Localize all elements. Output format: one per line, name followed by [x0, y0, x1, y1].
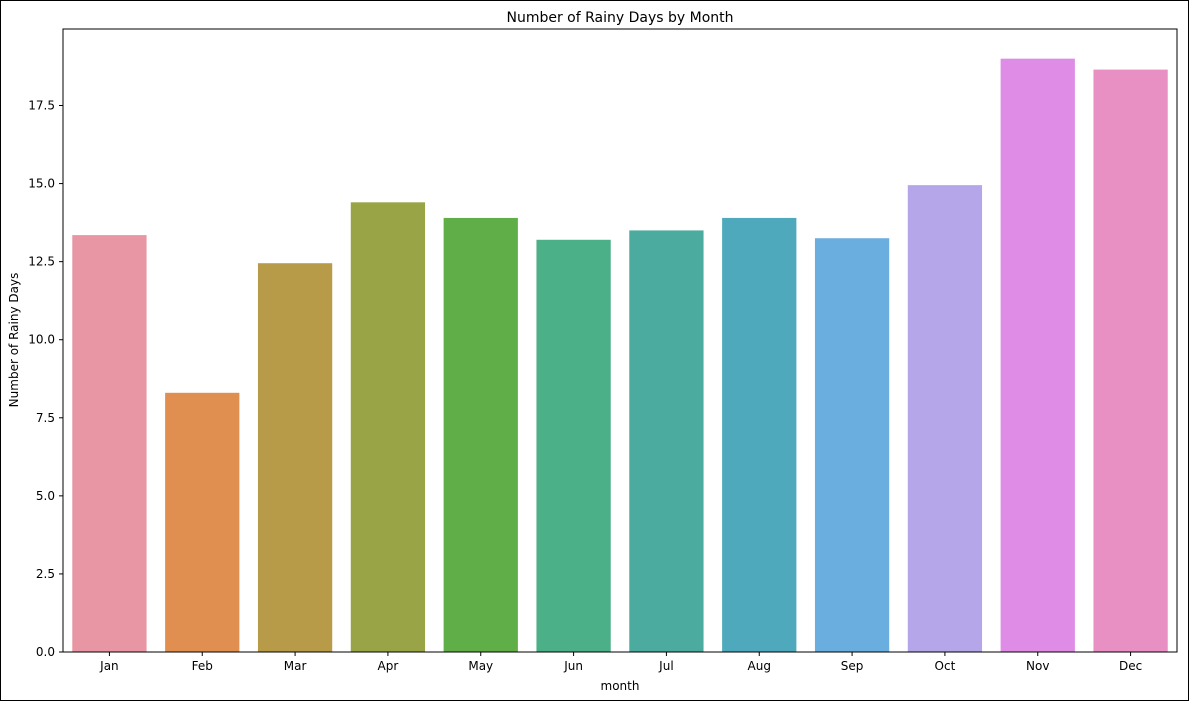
y-tick-label: 7.5 — [36, 411, 55, 425]
bar-apr — [350, 202, 426, 652]
y-tick-label: 5.0 — [36, 489, 55, 503]
x-tick-label: Jul — [658, 659, 673, 673]
bar-sep — [814, 238, 890, 652]
bar-jun — [536, 239, 611, 652]
bar-oct — [907, 185, 983, 652]
x-tick-label: Mar — [284, 659, 307, 673]
y-tick-label: 0.0 — [36, 645, 55, 659]
x-axis: Jan Feb Mar Apr May Jun Jul Aug Sep Oct Nov Dec — [99, 652, 1142, 673]
x-tick-label: May — [468, 659, 493, 673]
x-tick-label: Sep — [841, 659, 864, 673]
y-tick-label: 2.5 — [36, 567, 55, 581]
y-tick-label: 12.5 — [28, 255, 55, 269]
y-tick-label: 10.0 — [28, 333, 55, 347]
x-tick-label: Nov — [1026, 659, 1049, 673]
bar-aug — [722, 217, 797, 653]
x-tick-label: Oct — [935, 659, 956, 673]
bar-feb — [165, 392, 240, 652]
bar-may — [443, 217, 518, 653]
bar-jul — [629, 230, 704, 652]
bar-mar — [257, 263, 333, 652]
chart-title: Number of Rainy Days by Month — [506, 10, 733, 26]
x-tick-label: Feb — [192, 659, 213, 673]
x-tick-label: Apr — [378, 659, 399, 673]
y-axis: 0.0 2.5 5.0 7.5 10.0 12.5 15.0 17.5 — [28, 99, 63, 659]
bar-nov — [1000, 58, 1075, 652]
x-axis-label: month — [601, 679, 640, 693]
bar-dec — [1093, 69, 1168, 652]
plot-area-frame — [62, 28, 1178, 653]
y-tick-label: 15.0 — [28, 177, 55, 191]
bar-jan — [72, 235, 147, 652]
x-tick-label: Jan — [99, 659, 119, 673]
x-tick-label: Dec — [1119, 659, 1142, 673]
x-tick-label: Jun — [563, 659, 583, 673]
y-axis-label: Number of Rainy Days — [7, 273, 21, 408]
x-tick-label: Aug — [748, 659, 771, 673]
bars-layer — [72, 58, 1168, 653]
y-tick-label: 17.5 — [28, 99, 55, 113]
